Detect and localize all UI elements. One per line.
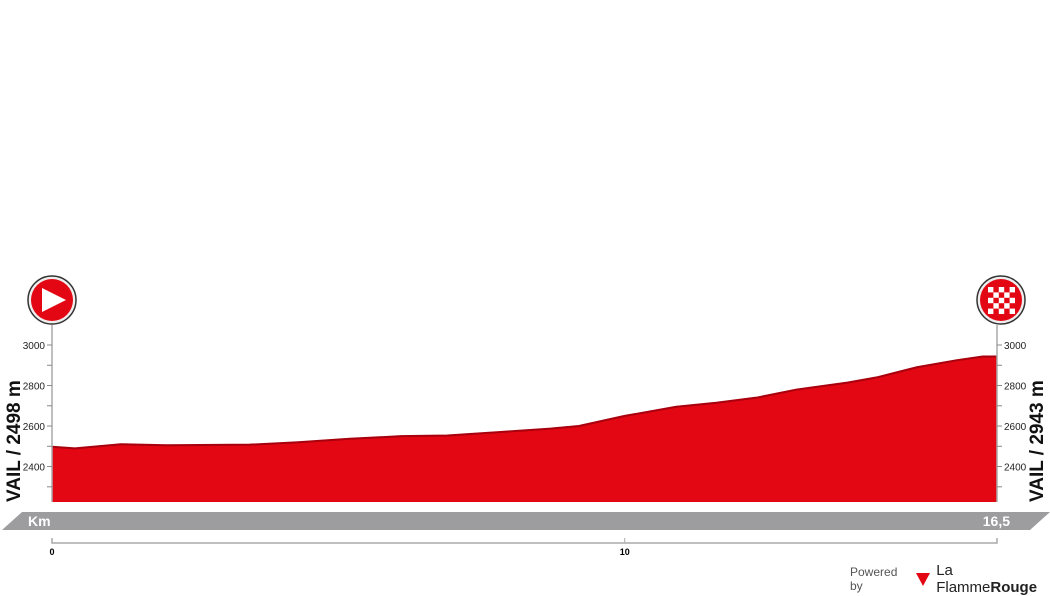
x-axis-line bbox=[51, 538, 998, 544]
elevation-area bbox=[52, 356, 997, 502]
checker-square bbox=[1009, 308, 1015, 314]
brand-name-light: La Flamme bbox=[936, 562, 991, 596]
powered-by-text: Powered by bbox=[850, 565, 898, 593]
checker-square bbox=[1009, 287, 1015, 293]
checker-square bbox=[993, 292, 999, 298]
y-tick-label: 2800 bbox=[1004, 382, 1027, 393]
y-tick-label: 2400 bbox=[1004, 463, 1027, 474]
elevation-outline bbox=[51, 355, 997, 450]
credit: Powered by La FlammeRouge bbox=[850, 562, 1050, 596]
y-tick-label: 2400 bbox=[23, 463, 46, 474]
start-play-icon bbox=[27, 275, 77, 325]
checker-square bbox=[998, 287, 1005, 293]
checker-square bbox=[998, 297, 1005, 304]
checker-square bbox=[1009, 297, 1015, 304]
y-tick-label: 2600 bbox=[23, 422, 46, 433]
checker-square bbox=[993, 303, 999, 309]
start-location-label: VAIL / 2498 m bbox=[4, 380, 25, 502]
x-axis-label: Km bbox=[28, 513, 51, 529]
km-bar bbox=[2, 512, 1050, 530]
checker-square bbox=[998, 308, 1005, 314]
x-tick-label: 0 bbox=[49, 547, 54, 557]
checker-square bbox=[1004, 303, 1010, 309]
finish-location-label: VAIL / 2943 m bbox=[1027, 380, 1048, 502]
checker-square bbox=[988, 287, 994, 293]
checker-square bbox=[988, 308, 994, 314]
y-tick-label: 3000 bbox=[23, 341, 46, 352]
la-flamme-rouge-logo-icon bbox=[916, 573, 931, 586]
x-tick-label: 10 bbox=[620, 547, 630, 557]
brand-name-bold: Rouge bbox=[990, 579, 1038, 596]
checker-square bbox=[988, 297, 994, 304]
checker-square bbox=[1004, 292, 1010, 298]
finish-checkered-flag-icon bbox=[976, 275, 1026, 325]
brand-name: La FlammeRouge bbox=[936, 562, 1050, 596]
y-tick-label: 2600 bbox=[1004, 422, 1027, 433]
y-tick-label: 2800 bbox=[23, 382, 46, 393]
y-tick-label: 3000 bbox=[1004, 341, 1027, 352]
total-distance-label: 16,5 bbox=[983, 513, 1010, 529]
